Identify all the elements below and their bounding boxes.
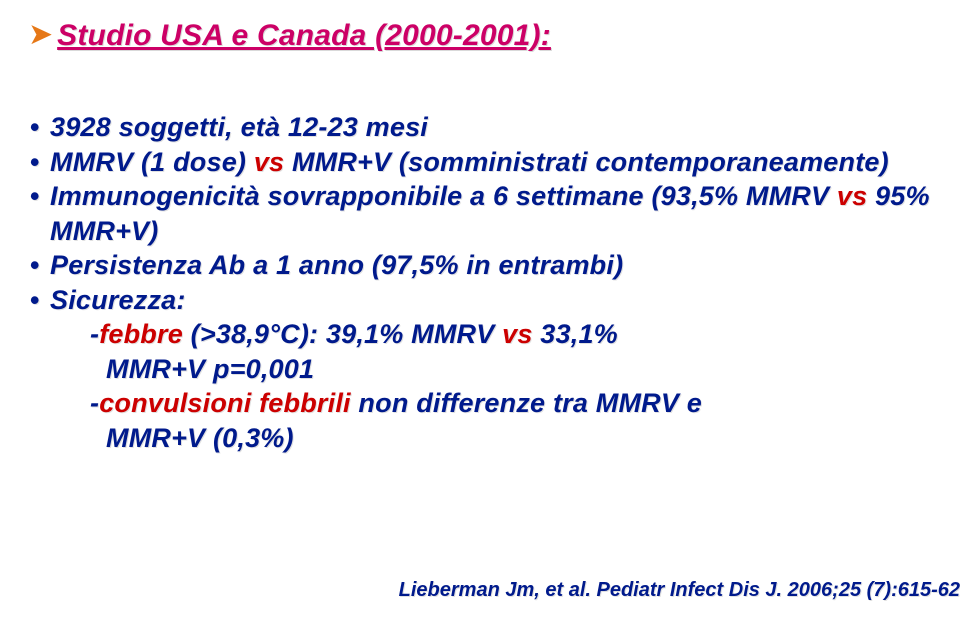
slide-title: Studio USA e Canada (2000-2001): xyxy=(57,18,551,54)
bullet-text: Immunogenicità sovrapponibile a 6 settim… xyxy=(50,181,837,211)
sub-line: MMR+V p=0,001 xyxy=(50,352,932,387)
sub-line: -febbre (>38,9°C): 39,1% MMRV vs 33,1% xyxy=(50,317,932,352)
sub-accent: febbre xyxy=(99,319,183,349)
sub-text: (>38,9°C): 39,1% MMRV xyxy=(183,319,502,349)
bullet-item: Persistenza Ab a 1 anno (97,5% in entram… xyxy=(30,248,932,283)
bullet-text: MMRV (1 dose) xyxy=(50,147,254,177)
bullet-accent: vs xyxy=(254,147,284,177)
sub-accent: vs xyxy=(502,319,532,349)
bullet-text: 3928 soggetti, età 12-23 mesi xyxy=(50,112,428,142)
sub-text: 33,1% xyxy=(533,319,618,349)
citation-author: Lieberman Jm, et al. xyxy=(399,579,591,601)
sub-line: -convulsioni febbrili non differenze tra… xyxy=(50,386,932,421)
bullet-text: MMR+V (somministrati contemporaneamente) xyxy=(284,147,889,177)
bullet-text: Persistenza Ab a 1 anno (97,5% in entram… xyxy=(50,250,623,280)
bullet-item: MMRV (1 dose) vs MMR+V (somministrati co… xyxy=(30,145,932,180)
sub-prefix: - xyxy=(90,388,99,418)
sub-text: non differenze tra MMRV e xyxy=(351,388,702,418)
title-row: ➤ Studio USA e Canada (2000-2001): xyxy=(28,18,932,54)
spacer xyxy=(28,54,932,110)
bullet-accent: vs xyxy=(837,181,867,211)
citation: Lieberman Jm, et al. Pediatr Infect Dis … xyxy=(399,579,960,602)
sub-line: MMR+V (0,3%) xyxy=(50,421,932,456)
chevron-icon: ➤ xyxy=(28,20,53,50)
bullet-item: Immunogenicità sovrapponibile a 6 settim… xyxy=(30,179,932,248)
bullet-list: 3928 soggetti, età 12-23 mesiMMRV (1 dos… xyxy=(30,110,932,455)
slide: ➤ Studio USA e Canada (2000-2001): 3928 … xyxy=(0,0,960,620)
bullet-item: Sicurezza:-febbre (>38,9°C): 39,1% MMRV … xyxy=(30,283,932,456)
citation-journal: Pediatr Infect Dis J. xyxy=(591,579,782,601)
bullet-item: 3928 soggetti, età 12-23 mesi xyxy=(30,110,932,145)
sub-accent: convulsioni febbrili xyxy=(99,388,351,418)
sub-prefix: - xyxy=(90,319,99,349)
citation-rest: 2006;25 (7):615-62 xyxy=(782,579,960,601)
bullet-text: Sicurezza: xyxy=(50,285,186,315)
